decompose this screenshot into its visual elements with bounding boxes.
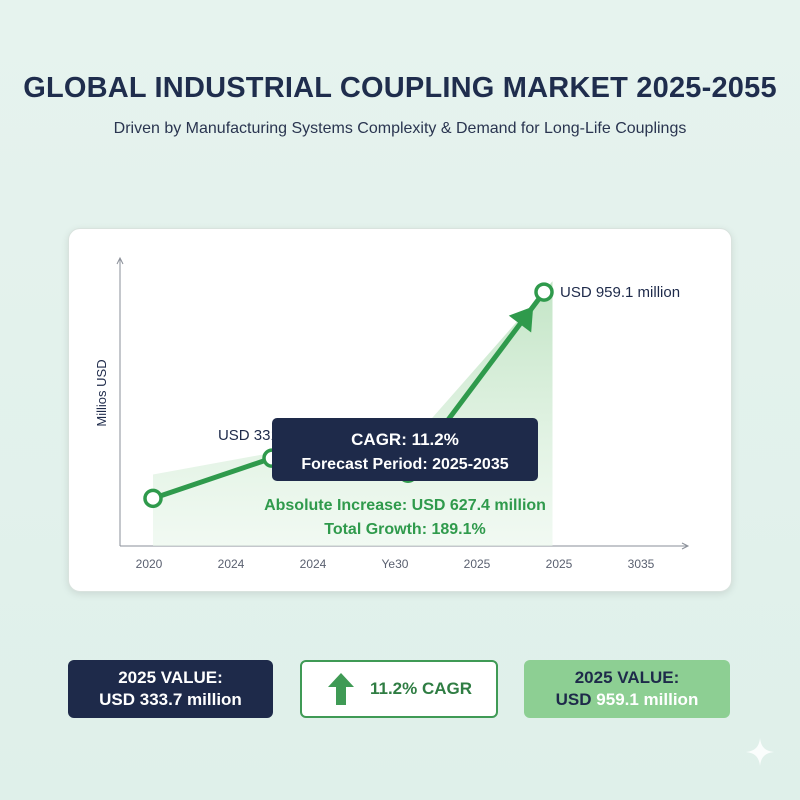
end-value-number: 959.1 million [596, 690, 699, 709]
cagr-callout-line1: CAGR: 11.2% [351, 430, 459, 449]
end-value-amount: USD 959.1 million [556, 689, 699, 711]
arrow-up-icon [327, 673, 354, 705]
data-point [143, 488, 163, 509]
end-value-box: 2025 VALUE: USD 959.1 million [524, 660, 730, 718]
x-tick-label: 2020 [136, 557, 163, 571]
x-tick-label: 2024 [218, 557, 245, 571]
end-value-label: USD 959.1 million [560, 284, 680, 301]
cagr-box: 11.2% CAGR [300, 660, 498, 718]
total-growth-label: Total Growth: 189.1% [324, 521, 486, 538]
end-value-prefix: USD [555, 690, 597, 709]
page-subtitle: Driven by Manufacturing Systems Complexi… [113, 120, 687, 137]
x-axis-arrow [681, 542, 690, 550]
cagr-label: 11.2% CAGR [369, 679, 473, 698]
absolute-increase-label: Absolute Increase: USD 627.4 million [264, 497, 546, 514]
trend-arrowhead [508, 306, 534, 333]
y-axis-label: Millios USD [94, 359, 109, 426]
start-value-amount: USD 333.7 million [99, 690, 242, 709]
page-title: GLOBAL INDUSTRIAL COUPLING MARKET 2025-2… [23, 72, 777, 104]
cagr-callout-line2: Forecast Period: 2025-2035 [301, 456, 508, 473]
x-tick-label: Ye30 [382, 557, 409, 571]
start-value-box: 2025 VALUE: USD 333.7 million [68, 660, 273, 718]
y-axis-arrow [116, 256, 124, 265]
x-tick-label: 2025 [464, 557, 491, 571]
sparkle-icon [746, 738, 774, 766]
x-tick-label: 2025 [546, 557, 573, 571]
x-tick-label: 3035 [628, 557, 655, 571]
start-value-heading: 2025 VALUE: [118, 668, 223, 687]
end-value-heading: 2025 VALUE: [574, 668, 680, 687]
cagr-callout-box [272, 418, 538, 481]
x-tick-label: 2024 [300, 557, 327, 571]
data-point [534, 282, 554, 302]
